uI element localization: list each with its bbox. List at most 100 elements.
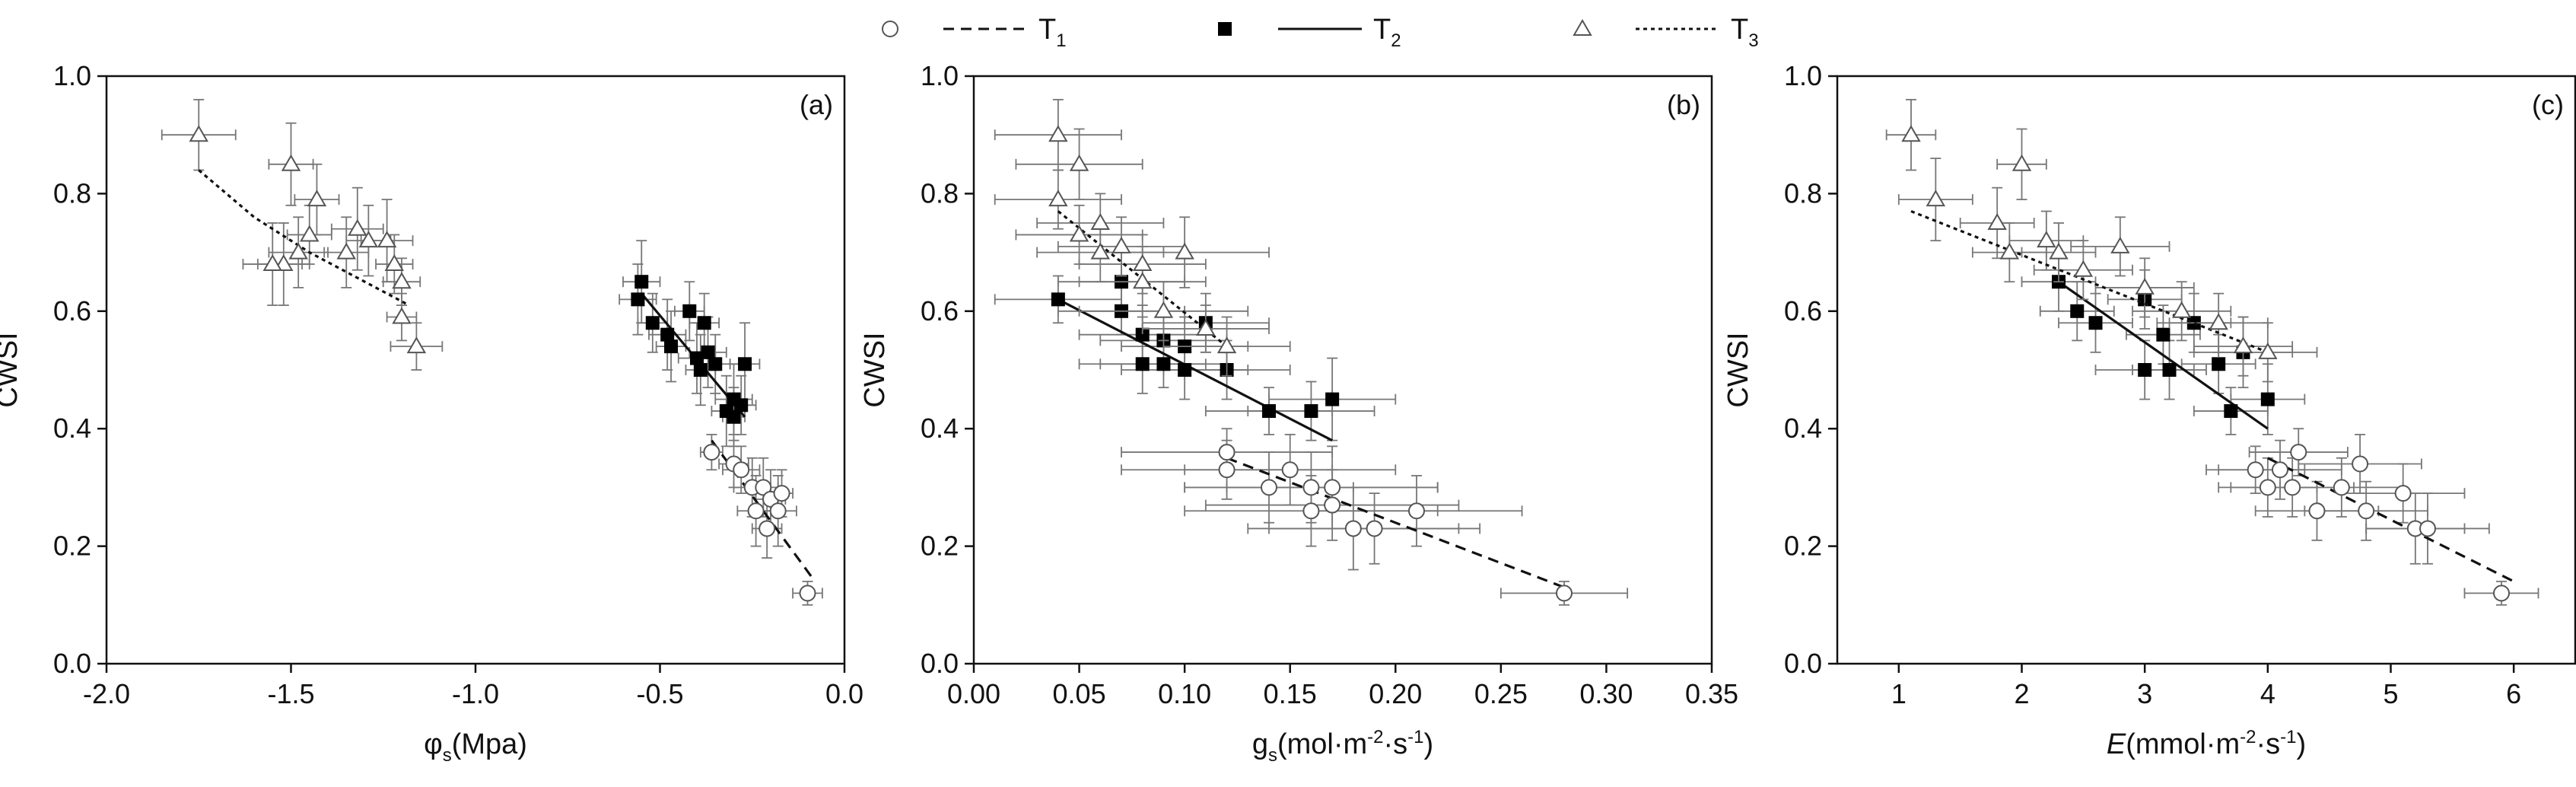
legend-marker-t1 bbox=[882, 21, 898, 37]
fit-line-t2 bbox=[2058, 280, 2269, 430]
y-tick-label: 0.2 bbox=[921, 531, 959, 562]
data-point-t2 bbox=[697, 316, 711, 330]
data-point-t1 bbox=[799, 585, 816, 602]
x-label-units-mid: ·s bbox=[1384, 728, 1408, 760]
legend: T1 T2 T3 bbox=[882, 14, 1759, 51]
x-label-units: (mmol·m bbox=[2126, 728, 2240, 760]
data-point-t1 bbox=[1324, 496, 1341, 514]
legend-label-t2: T2 bbox=[1373, 14, 1401, 51]
y-axis-label: CWSI bbox=[859, 332, 891, 407]
data-point-t3 bbox=[1175, 242, 1194, 260]
data-point-t2 bbox=[1178, 363, 1192, 377]
x-tick-label: -2.0 bbox=[83, 678, 130, 709]
x-label-superscript: -1 bbox=[2280, 727, 2296, 747]
data-point-t2 bbox=[693, 363, 708, 377]
fit-line-t3 bbox=[1910, 210, 2269, 354]
data-point-t1 bbox=[1366, 520, 1383, 537]
data-point-t3 bbox=[2171, 301, 2192, 318]
data-point-t1 bbox=[1218, 461, 1236, 479]
data-point-t3 bbox=[1069, 154, 1089, 171]
x-tick-label: 2 bbox=[2014, 678, 2029, 709]
data-point-t1 bbox=[2308, 502, 2326, 520]
x-axis-label: φs(Mpa) bbox=[424, 728, 527, 766]
data-point-t3 bbox=[1926, 190, 1946, 207]
x-tick-label: 0.20 bbox=[1369, 678, 1422, 709]
data-point-t3 bbox=[1090, 213, 1111, 230]
data-point-t3 bbox=[1999, 242, 2020, 260]
data-point-t3 bbox=[2233, 336, 2253, 354]
x-label-superscript: -2 bbox=[1367, 727, 1383, 747]
fit-line-t2 bbox=[1057, 298, 1333, 442]
data-point-t2 bbox=[660, 327, 675, 342]
data-point-t1 bbox=[2358, 502, 2375, 520]
data-point-t3 bbox=[1987, 213, 2007, 230]
data-point-t3 bbox=[1069, 225, 1089, 242]
data-point-t3 bbox=[288, 242, 308, 260]
data-point-t1 bbox=[2272, 461, 2288, 479]
data-point-t2 bbox=[2088, 316, 2103, 330]
data-point-t3 bbox=[300, 225, 320, 242]
x-tick-label: 1 bbox=[1891, 678, 1907, 709]
data-point-t1 bbox=[1281, 461, 1299, 479]
series-t1 bbox=[1121, 428, 1629, 606]
y-tick-label: 0.8 bbox=[1784, 177, 1822, 209]
fit-line-t1 bbox=[711, 439, 816, 582]
data-point-t3 bbox=[1048, 125, 1068, 142]
y-tick-label: 0.8 bbox=[921, 177, 959, 209]
x-tick-label: -1.5 bbox=[267, 678, 314, 709]
legend-label-main: T bbox=[1038, 14, 1056, 46]
data-point-t2 bbox=[2260, 392, 2275, 406]
x-tick-label: 0.00 bbox=[947, 678, 1000, 709]
data-point-t2 bbox=[727, 409, 741, 424]
data-point-t3 bbox=[384, 254, 405, 272]
data-point-t2 bbox=[682, 304, 697, 318]
x-label-superscript: -1 bbox=[1407, 727, 1423, 747]
data-point-t1 bbox=[2493, 585, 2510, 602]
data-point-t1 bbox=[2419, 520, 2436, 537]
x-axis-label: E(mmol·m-2·s-1) bbox=[2107, 727, 2306, 760]
x-label-units-end: ) bbox=[2296, 728, 2306, 760]
data-point-t2 bbox=[2156, 327, 2171, 342]
y-tick-label: 0.0 bbox=[53, 648, 91, 679]
data-point-t1 bbox=[758, 520, 776, 537]
panel-label: (c) bbox=[2532, 89, 2564, 120]
data-point-t1 bbox=[1408, 502, 1425, 520]
data-point-t2 bbox=[1262, 404, 1276, 419]
x-tick-label: 0.10 bbox=[1158, 678, 1211, 709]
data-point-t2 bbox=[1325, 392, 1340, 406]
data-point-t3 bbox=[307, 190, 327, 207]
data-point-t3 bbox=[1196, 318, 1216, 336]
x-axis-label: gs(mol·m-2·s-1) bbox=[1252, 727, 1433, 766]
x-tick-label: 0.05 bbox=[1053, 678, 1106, 709]
legend-label-subscript: 3 bbox=[1748, 30, 1758, 51]
y-tick-label: 0.4 bbox=[1784, 413, 1822, 444]
data-point-t1 bbox=[703, 444, 720, 461]
legend-item-t2: T2 bbox=[1218, 14, 1401, 51]
legend-label-t3: T3 bbox=[1731, 14, 1759, 51]
data-point-t3 bbox=[2135, 277, 2155, 295]
x-tick-label: -0.5 bbox=[636, 678, 683, 709]
data-point-t1 bbox=[2259, 479, 2276, 496]
x-tick-label: 0.35 bbox=[1685, 678, 1738, 709]
plot-frame bbox=[972, 75, 1713, 665]
data-point-t2 bbox=[2224, 404, 2238, 419]
data-point-t2 bbox=[1156, 357, 1171, 371]
y-tick-label: 0.0 bbox=[921, 648, 959, 679]
x-label-main: φ bbox=[424, 728, 443, 760]
data-point-t3 bbox=[2110, 236, 2130, 253]
legend-label-main: T bbox=[1373, 14, 1391, 46]
x-label-superscript: -2 bbox=[2240, 727, 2256, 747]
data-point-t3 bbox=[1216, 336, 1237, 354]
y-tick-label: 0.4 bbox=[921, 413, 959, 444]
y-tick-label: 1.0 bbox=[921, 60, 959, 91]
series-t3 bbox=[161, 98, 444, 371]
data-point-t3 bbox=[406, 336, 427, 354]
data-point-t1 bbox=[1324, 479, 1341, 496]
data-point-t1 bbox=[1302, 502, 1320, 520]
data-point-t1 bbox=[747, 502, 765, 520]
data-point-t2 bbox=[2138, 363, 2152, 377]
y-axis-label: CWSI bbox=[0, 332, 24, 407]
data-point-t1 bbox=[2290, 444, 2307, 461]
legend-label-t1: T1 bbox=[1038, 14, 1067, 51]
data-point-t1 bbox=[2394, 485, 2412, 502]
